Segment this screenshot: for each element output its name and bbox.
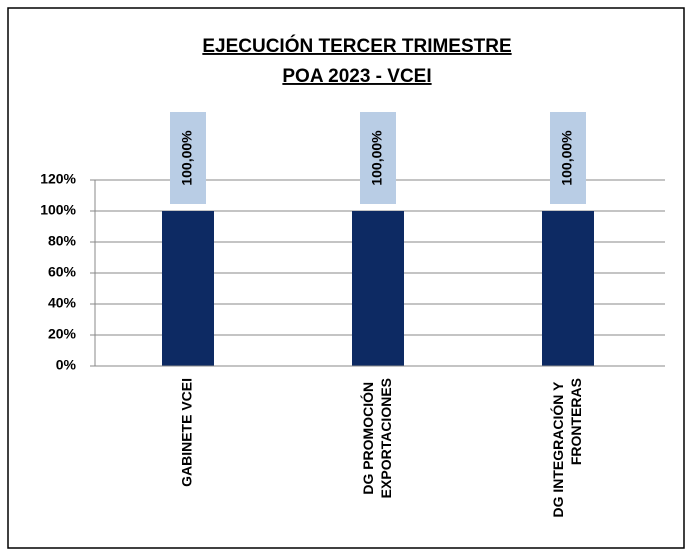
y-tick-label: 60% bbox=[48, 264, 77, 280]
x-tick-label: DG INTEGRACIÓN Y FRONTERAS bbox=[549, 378, 584, 518]
y-tick-label: 80% bbox=[48, 233, 77, 249]
data-label-box bbox=[550, 112, 586, 204]
y-tick-label: 0% bbox=[56, 357, 77, 373]
y-tick-label: 120% bbox=[40, 171, 76, 187]
bar bbox=[352, 211, 404, 366]
bar bbox=[542, 211, 594, 366]
chart-title: EJECUCIÓN TERCER TRIMESTRE bbox=[202, 35, 511, 57]
chart-subtitle: POA 2023 - VCEI bbox=[282, 66, 431, 87]
y-tick-label: 20% bbox=[48, 326, 77, 342]
x-tick-label: DG PROMOCIÓN EXPORTACIONES bbox=[359, 378, 394, 498]
data-label-box bbox=[170, 112, 206, 204]
data-label: 100,00% bbox=[559, 130, 575, 186]
y-tick-label: 40% bbox=[48, 295, 77, 311]
x-tick-label: GABINETE VCEI bbox=[179, 378, 195, 487]
data-label-box bbox=[360, 112, 396, 204]
data-label: 100,00% bbox=[369, 130, 385, 186]
bar bbox=[162, 211, 214, 366]
y-tick-label: 100% bbox=[40, 202, 76, 218]
data-label: 100,00% bbox=[179, 130, 195, 186]
